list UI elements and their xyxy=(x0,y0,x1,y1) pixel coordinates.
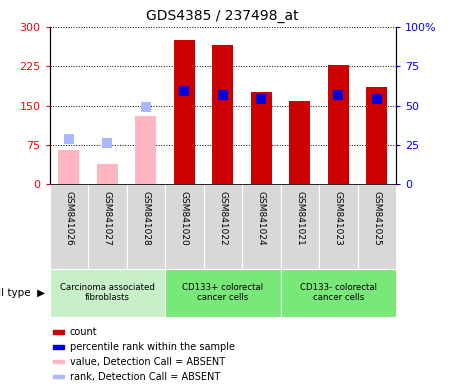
Text: GSM841026: GSM841026 xyxy=(64,191,73,246)
Point xyxy=(258,96,265,103)
Point xyxy=(104,140,111,146)
Text: GSM841020: GSM841020 xyxy=(180,191,189,246)
Bar xyxy=(328,65,349,184)
Text: GSM841024: GSM841024 xyxy=(257,191,266,246)
Bar xyxy=(126,184,165,269)
Text: GSM841023: GSM841023 xyxy=(334,191,343,246)
Bar xyxy=(366,87,387,184)
Bar xyxy=(165,184,203,269)
Point xyxy=(219,91,226,98)
Bar xyxy=(212,45,234,184)
Bar xyxy=(280,184,319,269)
Text: Carcinoma associated
fibroblasts: Carcinoma associated fibroblasts xyxy=(60,283,155,303)
Point xyxy=(180,88,188,94)
Bar xyxy=(53,375,64,378)
Text: CD133- colorectal
cancer cells: CD133- colorectal cancer cells xyxy=(300,283,377,303)
Text: cell type  ▶: cell type ▶ xyxy=(0,288,45,298)
Point xyxy=(65,136,72,142)
Bar xyxy=(289,101,310,184)
Point xyxy=(335,91,342,98)
Bar xyxy=(319,184,357,269)
Point xyxy=(142,104,149,110)
Bar xyxy=(203,184,242,269)
Bar xyxy=(174,40,195,184)
Point xyxy=(373,96,380,103)
Text: count: count xyxy=(70,327,97,337)
Title: GDS4385 / 237498_at: GDS4385 / 237498_at xyxy=(146,9,299,23)
Bar xyxy=(357,184,396,269)
Bar xyxy=(88,184,126,269)
Text: GSM841021: GSM841021 xyxy=(295,191,304,246)
Text: percentile rank within the sample: percentile rank within the sample xyxy=(70,342,234,352)
Text: GSM841027: GSM841027 xyxy=(103,191,112,246)
Bar xyxy=(53,360,64,364)
Bar xyxy=(97,164,118,184)
Bar xyxy=(135,116,156,184)
Bar xyxy=(58,150,79,184)
Text: GSM841025: GSM841025 xyxy=(372,191,381,246)
Bar xyxy=(280,269,396,317)
Text: GSM841022: GSM841022 xyxy=(218,191,227,246)
Text: GSM841028: GSM841028 xyxy=(141,191,150,246)
Bar xyxy=(242,184,280,269)
Text: rank, Detection Call = ABSENT: rank, Detection Call = ABSENT xyxy=(70,372,220,382)
Text: value, Detection Call = ABSENT: value, Detection Call = ABSENT xyxy=(70,357,225,367)
Text: CD133+ colorectal
cancer cells: CD133+ colorectal cancer cells xyxy=(182,283,263,303)
Bar xyxy=(50,184,88,269)
Bar xyxy=(165,269,280,317)
Bar xyxy=(251,93,272,184)
Bar xyxy=(53,330,64,334)
Bar xyxy=(50,269,165,317)
Bar xyxy=(53,345,64,349)
